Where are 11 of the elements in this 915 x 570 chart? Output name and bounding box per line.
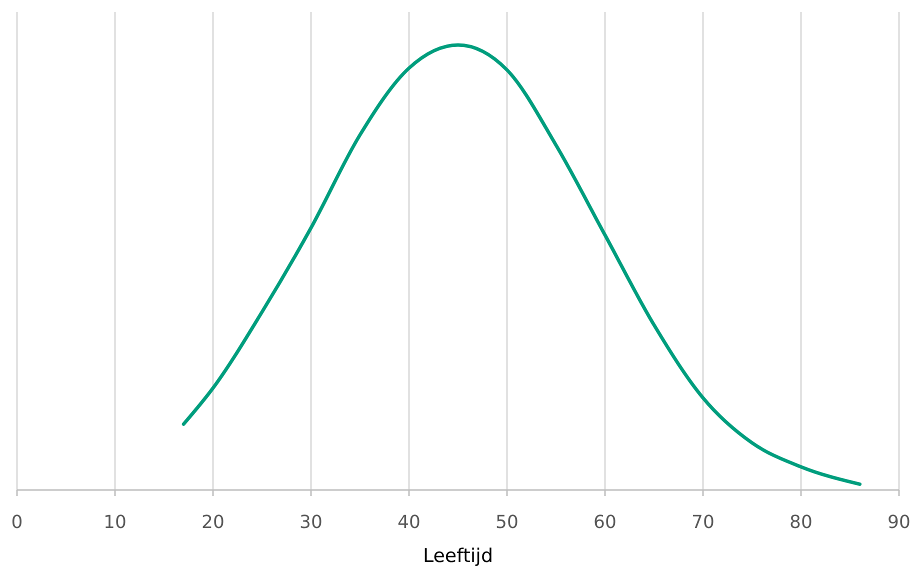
- x-tick-label: 60: [594, 512, 616, 533]
- x-tick-label: 70: [692, 512, 714, 533]
- x-tick-label: 10: [104, 512, 126, 533]
- x-tick-label: 30: [300, 512, 322, 533]
- x-tick-label: 0: [11, 512, 23, 533]
- x-axis-title: Leeftijd: [422, 545, 494, 567]
- x-tick-label: 50: [496, 512, 518, 533]
- x-tick-label: 80: [790, 512, 812, 533]
- x-tick-label: 20: [202, 512, 224, 533]
- x-tick-label: 90: [888, 512, 910, 533]
- x-tick-label: 40: [398, 512, 420, 533]
